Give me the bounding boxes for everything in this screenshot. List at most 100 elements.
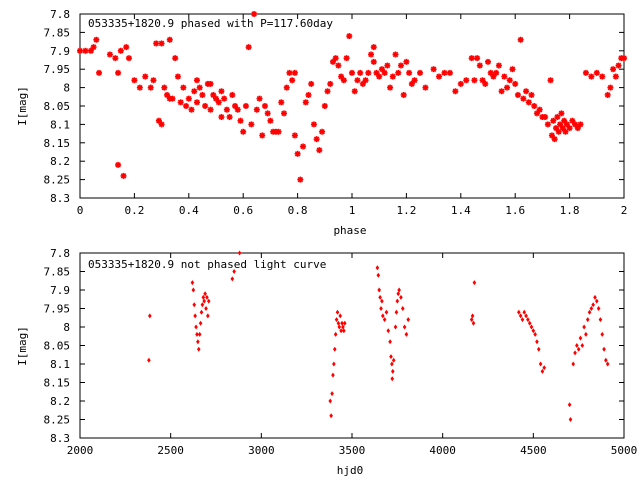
data-point [393,324,398,330]
x-tick-label: 0.6 [233,204,253,217]
data-point [337,324,342,330]
data-point [202,298,207,304]
data-point [342,328,346,334]
data-point [392,51,399,58]
data-point [370,58,377,65]
data-point [584,331,588,337]
data-point [310,121,317,128]
data-point [161,84,168,91]
data-point [346,33,353,40]
data-point [566,125,573,132]
data-point [501,73,508,80]
data-point [471,320,476,326]
unphased-light-curve-panel: 2000 2500 3000 3500 4000 4500 5000 7.8 7.85 7.9 7.… [16,247,637,477]
data-point [387,84,394,91]
y-tick-label: 8.05 [44,100,71,113]
data-point [612,73,619,80]
data-point [308,80,315,87]
data-point [125,55,132,62]
data-point [226,114,233,121]
data-point [568,417,573,422]
data-point [381,69,388,76]
data-point [562,128,569,135]
data-point [335,62,342,69]
data-point [406,317,411,323]
data-point [485,58,491,65]
x-tick-label: 1.8 [560,204,580,217]
data-point [203,291,207,297]
data-point [509,66,516,73]
data-point [376,73,383,80]
data-point [342,320,347,326]
data-point [404,331,409,337]
y-tick-label: 7.85 [44,266,71,279]
phased-x-axis-label: phase [333,224,366,237]
data-point [87,47,94,54]
data-point [395,69,402,76]
data-point [205,294,209,300]
data-point [517,36,524,43]
data-point [378,294,382,300]
data-point [536,346,541,352]
data-point [380,298,384,304]
data-point [382,317,387,323]
data-point [400,306,405,311]
data-point [177,99,184,106]
data-point [604,91,611,98]
data-point [289,77,296,84]
data-point [232,269,236,274]
data-point [577,121,584,128]
data-point [368,51,375,58]
data-point [283,84,290,91]
data-point [396,291,401,297]
data-point [234,106,241,113]
x-tick-label: 1.6 [505,204,525,217]
data-point [256,95,263,102]
data-point [365,69,372,76]
data-point [587,309,592,315]
x-tick-label: 2500 [157,444,184,457]
data-point [332,346,337,352]
data-point [542,114,549,121]
data-point [248,121,255,128]
y-tick-label: 8.1 [50,358,70,371]
data-point [547,77,554,84]
data-point [115,69,122,76]
data-point [469,317,474,323]
phased-axis-ticks: 0 0.2 0.4 0.6 0.8 1 1.2 1.4 1.6 1.8 2 7.8 7.85 7.9 7.9… [44,8,628,217]
data-point [472,280,477,286]
data-point [436,73,443,80]
data-point [253,106,260,113]
data-point [158,40,165,47]
data-point [591,302,595,308]
data-point [525,99,532,106]
data-point [275,128,282,135]
data-point [147,84,154,91]
data-point [199,309,204,315]
data-point [191,287,196,293]
data-point [291,69,298,76]
y-tick-label: 8.2 [50,155,70,168]
data-point [230,276,235,282]
data-point [600,331,605,337]
data-point [206,313,210,319]
data-point [394,309,399,315]
data-point [153,40,160,47]
data-point [531,103,538,109]
data-point [291,132,298,139]
data-point [375,265,380,271]
data-point [512,80,519,87]
data-point [192,302,197,308]
data-point [384,62,391,69]
x-tick-label: 0 [77,204,84,217]
data-point [294,150,301,157]
data-point [362,77,369,84]
x-tick-label: 4000 [429,444,456,457]
data-point [607,84,614,91]
data-point [218,114,225,121]
data-point [370,44,377,51]
data-point [529,324,534,330]
data-point [540,368,545,374]
data-point [185,95,192,102]
data-point [340,77,347,84]
